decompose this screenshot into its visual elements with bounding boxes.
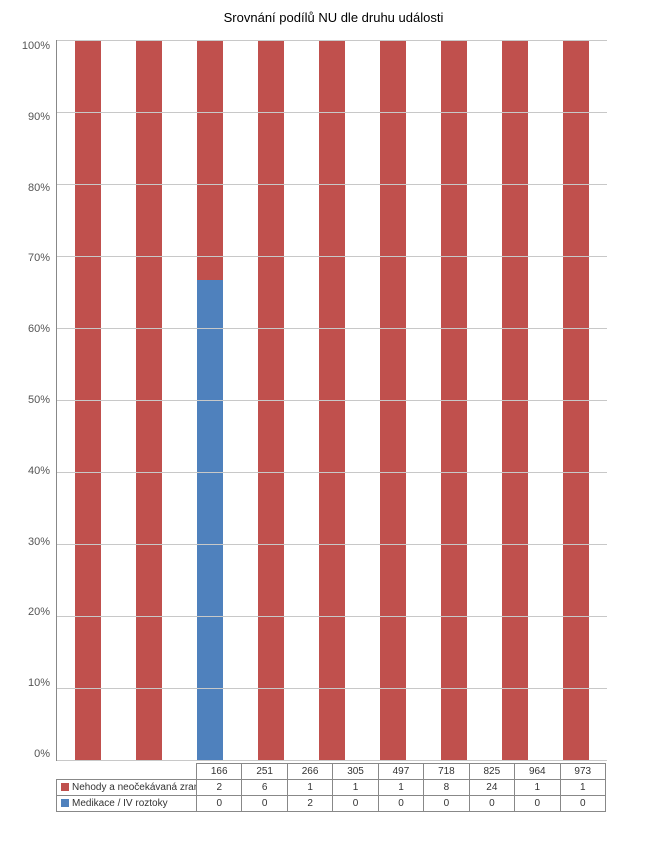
table-category-cell: 718 [424,764,469,780]
table-value-cell: 2 [197,780,242,796]
table-category-cell: 825 [469,764,514,780]
table-category-cell: 166 [197,764,242,780]
table-row-head: Medikace / IV roztoky [57,796,197,812]
plot-area [56,40,607,761]
y-axis: 100% 90% 80% 70% 60% 50% 40% 30% 20% 10% 0% [10,40,56,760]
grid-line [57,256,607,257]
table-value-cell: 0 [333,796,378,812]
table-category-cell: 973 [560,764,606,780]
chart-container: Srovnání podílů NU dle druhu události 10… [0,0,667,822]
y-tick-label: 20% [28,606,50,618]
table-category-cell: 251 [242,764,287,780]
table-value-cell: 2 [287,796,332,812]
grid-line [57,184,607,185]
table-value-cell: 24 [469,780,514,796]
legend-swatch [61,799,69,807]
y-tick-label: 10% [28,677,50,689]
table-value-cell: 0 [424,796,469,812]
y-tick-label: 30% [28,536,50,548]
table-value-cell: 1 [515,780,560,796]
series-name: Nehody a neočekávaná zranění [72,782,197,793]
chart-body: 100% 90% 80% 70% 60% 50% 40% 30% 20% 10% 0% [10,40,657,761]
table-header-row: 166251266305497718825964973 [57,764,606,780]
table-row: Medikace / IV roztoky002000000 [57,796,606,812]
chart-title: Srovnání podílů NU dle druhu události [10,10,657,25]
grid-line [57,544,607,545]
grid-line [57,40,607,41]
y-tick-label: 50% [28,394,50,406]
table-category-cell: 266 [287,764,332,780]
table-value-cell: 1 [287,780,332,796]
table-value-cell: 0 [197,796,242,812]
grid-line [57,616,607,617]
bar-segment-series-0 [197,40,223,280]
table-value-cell: 1 [333,780,378,796]
table-category-cell: 305 [333,764,378,780]
data-table: 166251266305497718825964973 Nehody a neoč… [56,763,606,812]
table-value-cell: 1 [378,780,423,796]
grid-line [57,400,607,401]
table-value-cell: 0 [469,796,514,812]
legend-swatch [61,783,69,791]
data-table-area: 166251266305497718825964973 Nehody a neoč… [56,763,606,812]
table-row-head: Nehody a neočekávaná zranění [57,780,197,796]
table-value-cell: 0 [515,796,560,812]
y-tick-label: 40% [28,465,50,477]
y-tick-label: 0% [34,748,50,760]
table-value-cell: 0 [378,796,423,812]
series-name: Medikace / IV roztoky [72,798,168,809]
table-value-cell: 0 [242,796,287,812]
grid-line [57,760,607,761]
table-value-cell: 6 [242,780,287,796]
y-tick-label: 90% [28,111,50,123]
table-value-cell: 1 [560,780,606,796]
table-corner-cell [57,764,197,780]
grid-line [57,688,607,689]
table-category-cell: 497 [378,764,423,780]
grid-line [57,472,607,473]
grid-line [57,328,607,329]
y-tick-label: 80% [28,182,50,194]
y-tick-label: 70% [28,252,50,264]
table-value-cell: 8 [424,780,469,796]
y-tick-label: 60% [28,323,50,335]
y-tick-label: 100% [22,40,50,52]
table-category-cell: 964 [515,764,560,780]
grid-line [57,112,607,113]
table-value-cell: 0 [560,796,606,812]
table-row: Nehody a neočekávaná zranění2611182411 [57,780,606,796]
